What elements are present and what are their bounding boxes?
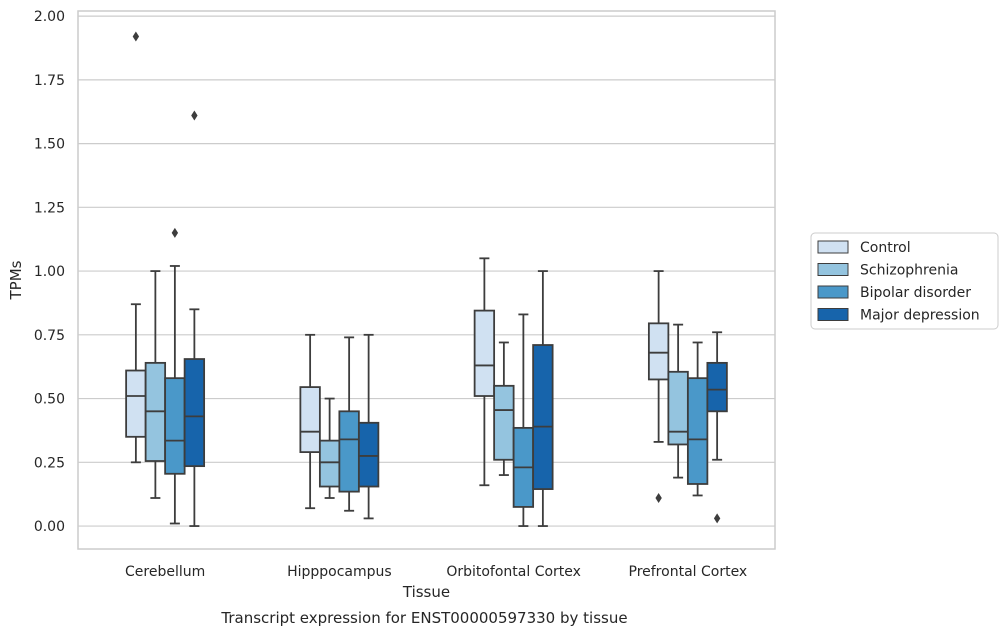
box-major-depression — [706, 331, 728, 524]
box-schizophrenia — [493, 341, 515, 476]
box-iqr — [183, 358, 206, 468]
box-iqr — [493, 384, 515, 461]
box-schizophrenia — [144, 270, 167, 499]
box-schizophrenia — [318, 397, 341, 499]
legend-swatch — [817, 308, 849, 321]
legend-entry: Bipolar disorder — [860, 285, 971, 301]
y-tick-label: 1.75 — [34, 73, 65, 89]
legend-swatch — [817, 263, 849, 276]
x-tick-labels: Cerebellum Hipppocampus Orbitofontal Corte… — [125, 564, 747, 580]
y-axis-label: TPMs — [7, 260, 25, 300]
box-control — [299, 333, 321, 510]
legend-entry: Control — [860, 240, 911, 256]
chart-caption: Transcript expression for ENST0000059733… — [220, 609, 627, 627]
legend-frame — [810, 232, 999, 330]
box-iqr — [357, 421, 380, 488]
box-iqr — [318, 439, 341, 488]
box-iqr — [164, 377, 186, 475]
y-tick-labels: 0.00 0.25 0.50 0.75 1.00 1.25 1.50 1.75 2.00 — [34, 9, 65, 535]
box-iqr — [647, 322, 670, 381]
y-tick-label: 0.75 — [34, 328, 65, 344]
x-tick-label: Hipppocampus — [287, 564, 392, 580]
box-plots — [125, 31, 728, 527]
x-tick-label: Prefrontal Cortex — [629, 564, 748, 580]
box-iqr — [667, 370, 689, 446]
outlier-point — [171, 227, 179, 238]
outlier-point — [191, 110, 198, 121]
box-control — [125, 31, 147, 464]
box-major-depression — [183, 110, 206, 527]
legend-swatch — [817, 240, 849, 254]
y-tick-label: 0.00 — [34, 519, 65, 535]
legend-swatch — [817, 285, 849, 299]
box-schizophrenia — [667, 323, 689, 479]
box-control — [473, 257, 496, 487]
box-iqr — [338, 410, 360, 493]
y-tick-label: 0.50 — [34, 392, 65, 408]
box-control — [647, 270, 670, 504]
box-major-depression — [357, 333, 380, 520]
x-tick-label: Orbitofontal Cortex — [446, 564, 581, 580]
y-tick-label: 0.25 — [34, 455, 65, 471]
y-tick-label: 1.00 — [34, 264, 65, 280]
y-tick-label: 1.50 — [34, 137, 65, 153]
y-tick-label: 1.25 — [34, 200, 65, 216]
box-iqr — [473, 309, 496, 397]
box-bipolar-disorder — [164, 227, 186, 525]
legend-entry: Major depression — [860, 308, 980, 324]
x-tick-label: Cerebellum — [125, 564, 205, 580]
outlier-point — [655, 493, 662, 504]
box-bipolar-disorder — [512, 313, 535, 527]
box-bipolar-disorder — [338, 336, 360, 512]
outlier-point — [132, 31, 140, 42]
y-tick-label: 2.00 — [34, 9, 65, 25]
box-iqr — [299, 386, 321, 454]
box-iqr — [125, 369, 147, 438]
legend-entry: Schizophrenia — [860, 263, 958, 279]
plot-frame — [77, 10, 776, 550]
outlier-point — [713, 513, 721, 524]
box-iqr — [532, 344, 554, 490]
box-bipolar-disorder — [686, 341, 709, 497]
legend: Control Schizophrenia Bipolar disorder Majo… — [810, 232, 999, 330]
x-axis-label: Tissue — [402, 583, 450, 601]
box-major-depression — [532, 270, 554, 527]
box-iqr — [706, 361, 728, 413]
box-iqr — [686, 377, 709, 485]
